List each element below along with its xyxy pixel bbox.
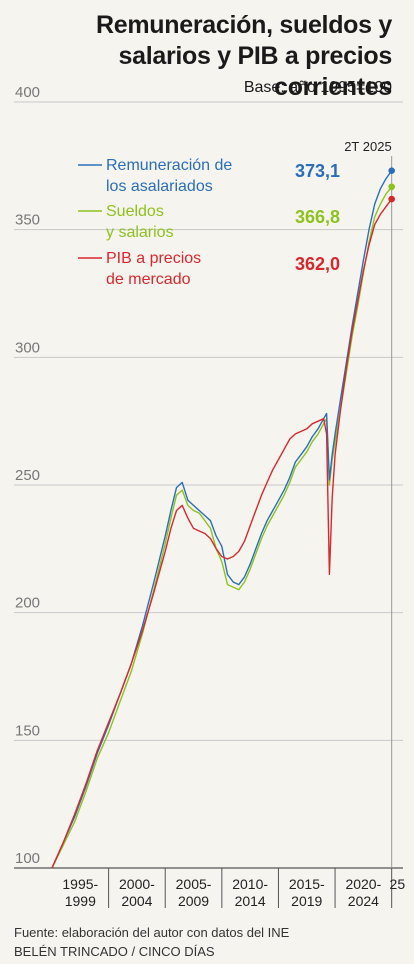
x-tick-label: 2000-2004 (119, 876, 155, 909)
legend-label: Sueldos y salarios (106, 203, 174, 241)
source-note: Fuente: elaboración del autor con datos … (14, 925, 290, 940)
x-tick-label: 2005-2009 (176, 876, 212, 909)
y-tick-label: 400 (15, 84, 40, 101)
series-line (51, 170, 393, 869)
chart-subtitle: Base: año 1995=100 (243, 79, 392, 96)
legend-layer: Remuneración de los asalariados Sueldos y s… (78, 157, 232, 288)
series-end-point (388, 195, 395, 203)
y-tick-label: 300 (15, 339, 40, 356)
x-tick-label: 2020-2024 (345, 876, 381, 909)
legend-label: PIB a precios de mercado (106, 250, 201, 288)
end-value-label: 373,1 (295, 161, 340, 181)
legend-label: Remuneración de los asalariados (106, 157, 232, 195)
y-tick-label: 350 (15, 212, 40, 229)
credit-note: BELÉN TRINCADO / CINCO DÍAS (14, 944, 215, 959)
end-value-label: 366,8 (295, 207, 340, 227)
y-tick-label: 100 (15, 850, 40, 867)
end-period-label: 2T 2025 (344, 139, 391, 154)
x-tick-label: 2010-2014 (232, 876, 268, 909)
series-line (51, 198, 393, 869)
series-end-point (388, 167, 395, 174)
axis-layer: 100 150 200 250 300 350 400 1995-1999 2000-2004 2… (14, 84, 405, 909)
x-tick-label: 2015-2019 (289, 876, 325, 909)
y-tick-label: 250 (15, 467, 40, 484)
series-layer (51, 167, 395, 869)
x-tick-label: 25 (390, 876, 406, 892)
label-layer: 2T 2025 373,1 366,8 362,0 (295, 139, 392, 274)
end-value-label: 362,0 (295, 254, 340, 274)
footer: Fuente: elaboración del autor con datos … (14, 923, 289, 961)
chart-title: Remuneración, sueldos y salarios y PIB a… (96, 11, 392, 101)
grid-layer (14, 101, 403, 869)
x-tick-label: 1995-1999 (62, 876, 98, 909)
series-end-point (388, 183, 395, 191)
y-tick-label: 150 (15, 722, 40, 739)
series-line (51, 186, 393, 869)
y-tick-label: 200 (15, 595, 40, 612)
